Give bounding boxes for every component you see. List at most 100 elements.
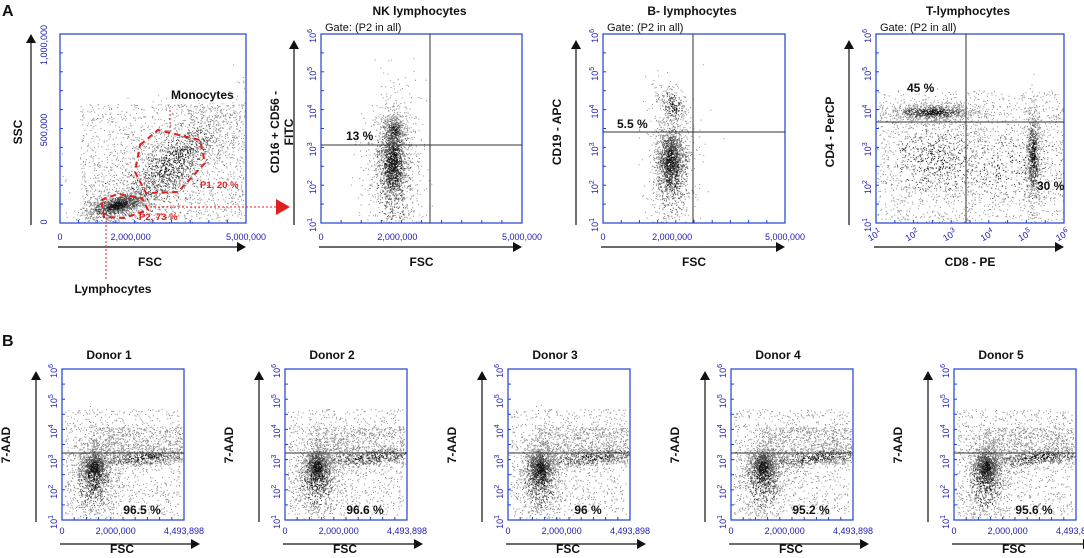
y-axis-arrow-nk bbox=[289, 40, 299, 49]
viability-percent-d5: 95.6 % bbox=[1015, 503, 1053, 517]
y-axis-title-d3: 7-AAD bbox=[445, 426, 459, 463]
annotation-monocytes: Monocytes bbox=[171, 88, 234, 102]
y-tick-label-d5-2: 102 bbox=[940, 485, 951, 499]
x-tick-label-d2-0: 0 bbox=[282, 526, 287, 536]
gate-p2-lymphocytes bbox=[99, 192, 150, 220]
y-tick-label-scatter-2: 1,000,000 bbox=[39, 25, 49, 65]
quadrant-percent-t-0: 45 % bbox=[907, 81, 935, 95]
y-tick-label-d2-1: 101 bbox=[271, 515, 282, 529]
y-tick-label-d3-1: 101 bbox=[494, 515, 505, 529]
x-tick-label-scatter-0: 0 bbox=[57, 232, 62, 242]
y-tick-label-d2-3: 103 bbox=[271, 455, 282, 469]
y-tick-label-d5-3: 103 bbox=[940, 455, 951, 469]
dots-scatter-1 bbox=[94, 124, 225, 223]
viability-percent-d2: 96.6 % bbox=[346, 503, 384, 517]
y-tick-label-t-5: 105 bbox=[862, 67, 873, 81]
quadrant-percent-nk-0: 13 % bbox=[346, 129, 374, 143]
dots-t-0 bbox=[917, 109, 1038, 181]
x-tick-label-t-3: 103 bbox=[941, 227, 959, 244]
gate-label-p1: P1, 20 % bbox=[200, 180, 239, 191]
y-tick-label-d5-4: 104 bbox=[940, 424, 951, 438]
y-tick-label-nk-3: 103 bbox=[307, 142, 318, 156]
y-tick-label-d4-6: 106 bbox=[717, 364, 728, 378]
chart-title-b: B- lymphocytes bbox=[647, 4, 737, 18]
quadrant-percent-b-0: 5.5 % bbox=[617, 117, 648, 131]
dots-scatter-0 bbox=[107, 144, 194, 211]
x-tick-label-d2-1: 2,000,000 bbox=[319, 526, 359, 536]
dots-d4-2 bbox=[733, 409, 853, 520]
y-axis-arrow-scatter bbox=[26, 34, 36, 43]
x-tick-label-d4-2: 4,493,898 bbox=[833, 526, 873, 536]
y-tick-label-d1-3: 103 bbox=[48, 455, 59, 469]
y-axis-arrow-d2 bbox=[254, 371, 264, 380]
y-tick-label-d4-2: 102 bbox=[717, 485, 728, 499]
y-tick-label-d2-4: 104 bbox=[271, 424, 282, 438]
x-axis-title-d2: FSC bbox=[333, 542, 357, 556]
y-tick-label-d3-6: 106 bbox=[494, 364, 505, 378]
x-tick-label-d1-0: 0 bbox=[59, 526, 64, 536]
x-axis-arrow-nk bbox=[513, 242, 522, 252]
x-axis-arrow-d1 bbox=[191, 539, 200, 549]
text-layer: A B Monocytes Lymphocytes P1, 20 % P2, 73 % 0 2… bbox=[0, 3, 1084, 556]
x-axis-arrow-scatter bbox=[237, 242, 246, 252]
x-tick-label-t-1: 101 bbox=[865, 227, 883, 244]
x-tick-label-b-0: 0 bbox=[600, 232, 605, 242]
y-axis-title-d2: 7-AAD bbox=[222, 426, 236, 463]
chart-title-d3: Donor 3 bbox=[532, 348, 578, 362]
dot-layer bbox=[61, 58, 1076, 520]
viability-percent-d4: 95.2 % bbox=[792, 503, 830, 517]
y-tick-label-d2-6: 106 bbox=[271, 364, 282, 378]
dots-b-2 bbox=[638, 64, 725, 223]
x-tick-label-d5-2: 4,493,898 bbox=[1056, 526, 1084, 536]
gate-label-p2: P2, 73 % bbox=[139, 212, 178, 223]
x-tick-label-d4-1: 2,000,000 bbox=[765, 526, 805, 536]
x-tick-label-nk-0: 0 bbox=[318, 232, 323, 242]
y-axis-arrow-d3 bbox=[477, 371, 487, 380]
dots-t-1 bbox=[897, 106, 1064, 200]
y-axis-title-scatter: SSC bbox=[11, 119, 25, 144]
y-tick-label-t-2: 102 bbox=[862, 180, 873, 194]
y-axis-title-nk: CD16 + CD56 - bbox=[268, 91, 282, 173]
y-tick-label-d1-2: 102 bbox=[48, 485, 59, 499]
x-tick-label-d4-0: 0 bbox=[728, 526, 733, 536]
x-tick-label-b-1: 2,000,000 bbox=[652, 232, 692, 242]
x-axis-arrow-d3 bbox=[637, 539, 646, 549]
y-tick-label-d1-5: 105 bbox=[48, 394, 59, 408]
y-tick-label-t-6: 106 bbox=[862, 29, 873, 43]
y-tick-label-b-4: 104 bbox=[589, 105, 600, 119]
y-tick-label-b-6: 106 bbox=[589, 29, 600, 43]
dots-t-2 bbox=[877, 73, 1064, 223]
x-tick-label-b-2: 5,000,000 bbox=[765, 232, 805, 242]
y-axis-title-d4: 7-AAD bbox=[668, 426, 682, 463]
panel-label-b: B bbox=[2, 333, 14, 350]
y-tick-label-d5-1: 101 bbox=[940, 515, 951, 529]
y-tick-label-b-1: 101 bbox=[589, 218, 600, 232]
y-tick-label-d4-1: 101 bbox=[717, 515, 728, 529]
dots-d2-2 bbox=[286, 409, 406, 520]
y-tick-label-b-2: 102 bbox=[589, 180, 600, 194]
plot-frame-d3 bbox=[507, 368, 631, 521]
gate-p1-monocytes bbox=[133, 128, 207, 195]
chart-title-d5: Donor 5 bbox=[978, 348, 1024, 362]
y-tick-label-d5-6: 106 bbox=[940, 364, 951, 378]
x-tick-label-d2-2: 4,493,898 bbox=[387, 526, 427, 536]
y-axis-title-d5: 7-AAD bbox=[891, 426, 905, 463]
chart-title-d4: Donor 4 bbox=[755, 348, 801, 362]
y-tick-label-b-5: 105 bbox=[589, 67, 600, 81]
chart-title-d2: Donor 2 bbox=[309, 348, 355, 362]
viability-percent-d3: 96 % bbox=[574, 503, 602, 517]
y-tick-label-d4-4: 104 bbox=[717, 424, 728, 438]
line-layer bbox=[26, 33, 1084, 549]
plot-frame-t bbox=[875, 33, 1065, 224]
y-tick-label-d4-5: 105 bbox=[717, 394, 728, 408]
y-axis-title-b: CD19 - APC bbox=[550, 99, 564, 166]
y-tick-label-scatter-1: 500,000 bbox=[39, 114, 49, 147]
y-tick-label-d1-6: 106 bbox=[48, 364, 59, 378]
y-axis-arrow-b bbox=[571, 40, 581, 49]
y-tick-label-d5-5: 105 bbox=[940, 394, 951, 408]
y-tick-label-nk-1: 101 bbox=[307, 218, 318, 232]
x-axis-title-nk: FSC bbox=[410, 255, 434, 269]
x-tick-label-d5-0: 0 bbox=[951, 526, 956, 536]
dots-b-0 bbox=[664, 99, 680, 192]
x-axis-arrow-b bbox=[776, 242, 785, 252]
